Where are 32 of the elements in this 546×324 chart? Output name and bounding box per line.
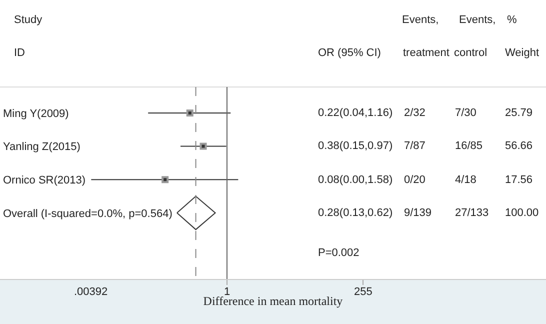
annotation: P=0.002 — [318, 247, 360, 259]
text: OR (95% CI) — [318, 47, 381, 59]
text: treatment — [403, 47, 450, 59]
text: ID — [14, 47, 26, 59]
annotation: 56.66 — [505, 140, 533, 152]
annotation: 0.38(0.15,0.97) — [318, 140, 393, 152]
annotation: 9/139 — [404, 207, 432, 219]
y-tick-label: Yanling Z(2015) — [3, 141, 80, 154]
annotation: 25.79 — [505, 107, 533, 119]
text: Study — [14, 14, 43, 26]
annotation: 0.22(0.04,1.16) — [318, 107, 393, 119]
annotation: 27/133 — [455, 207, 489, 219]
text: control — [454, 47, 488, 59]
x-tick-label: 255 — [354, 286, 372, 298]
y-tick-label: Ornico SR(2013) — [3, 174, 86, 186]
annotation: 0/20 — [404, 174, 426, 186]
text: Events, — [402, 14, 439, 26]
text: Events, — [459, 14, 496, 26]
text: % — [507, 14, 517, 26]
annotation: 4/18 — [455, 174, 476, 186]
x-tick-label: .00392 — [74, 286, 108, 298]
annotation: 7/30 — [455, 107, 476, 119]
annotation: 100.00 — [505, 207, 539, 219]
y-tick-label: Overall (I-squared=0.0%, p=0.564) — [3, 208, 172, 220]
annotation: 0.28(0.13,0.62) — [318, 207, 393, 219]
text: Weight — [505, 47, 540, 59]
annotation: 16/85 — [455, 140, 483, 152]
annotation: 7/87 — [404, 140, 426, 152]
y-tick-label: Ming Y(2009) — [3, 108, 69, 120]
annotation: 0.08(0.00,1.58) — [318, 174, 393, 186]
annotation: 2/32 — [404, 107, 426, 119]
annotation: 17.56 — [505, 174, 533, 186]
